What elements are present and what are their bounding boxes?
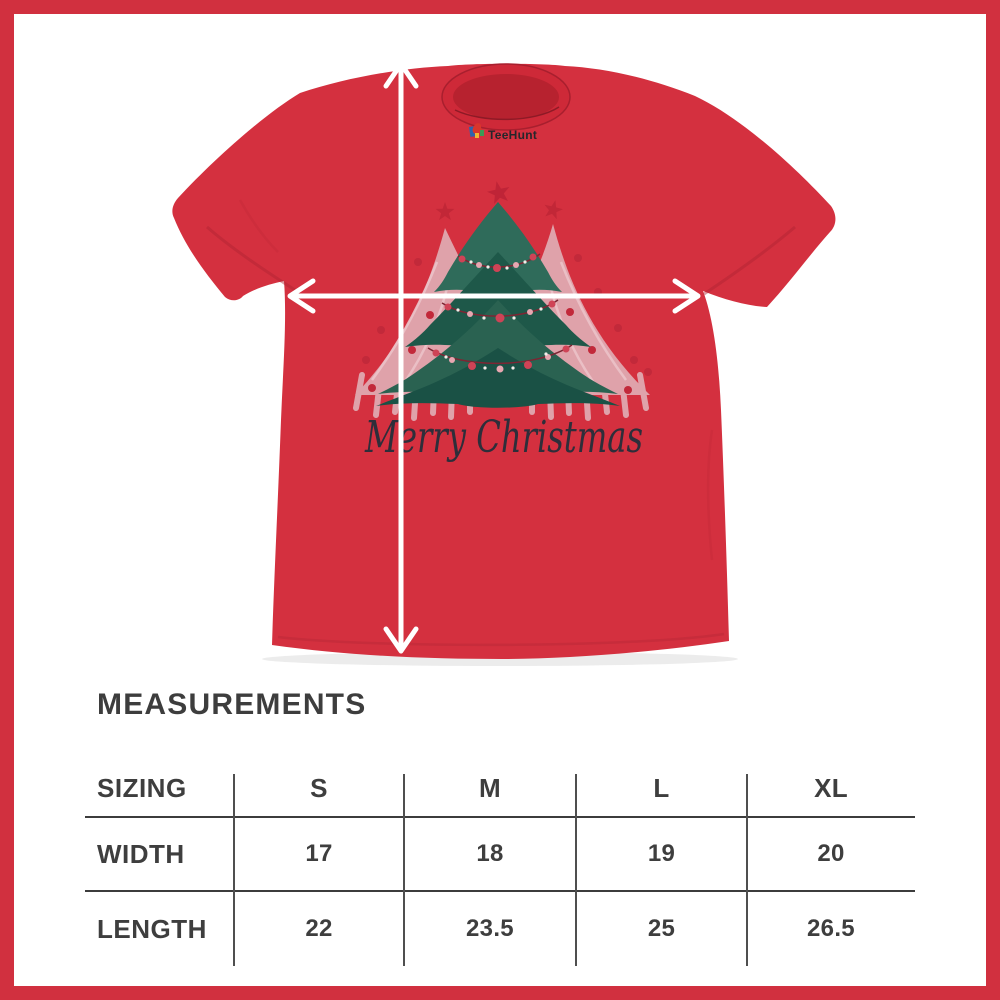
header-cell-size-m: M xyxy=(479,772,501,803)
design-script-text: Merry Christmas xyxy=(364,412,643,463)
brand-label-text: TeeHunt xyxy=(488,128,537,142)
header-cell-size-s: S xyxy=(310,772,328,803)
tshirt-graphic: TeeHunt xyxy=(172,61,836,666)
width-value-l: 19 xyxy=(647,840,676,867)
width-value-xl: 20 xyxy=(817,840,845,867)
width-value-s: 17 xyxy=(305,840,333,867)
measurements-heading: MEASUREMENTS xyxy=(97,688,367,721)
length-value-l: 25 xyxy=(647,915,676,942)
length-value-m: 23.5 xyxy=(466,915,514,942)
header-cell-size-xl: XL xyxy=(814,772,848,803)
christmas-tree-center-icon xyxy=(376,178,620,408)
row-label-width: WIDTH xyxy=(97,838,185,869)
size-table: SIZING S M L XL WIDTH 17 18 19 20 LENGTH… xyxy=(85,760,915,966)
table-row-width: WIDTH 17 18 19 20 xyxy=(85,818,915,892)
width-arrow xyxy=(287,278,701,314)
table-column-divider xyxy=(233,774,235,966)
garland-baubles xyxy=(432,253,570,370)
table-column-divider xyxy=(746,774,748,966)
header-cell-size-l: L xyxy=(653,772,670,803)
collar xyxy=(441,63,571,131)
header-cell-sizing: SIZING xyxy=(97,772,187,803)
length-value-s: 22 xyxy=(305,915,333,942)
table-column-divider xyxy=(403,774,405,966)
table-header-row: SIZING S M L XL xyxy=(85,760,915,818)
width-value-m: 18 xyxy=(476,840,504,867)
brand-logo-icon xyxy=(469,123,484,138)
table-column-divider xyxy=(575,774,577,966)
row-label-length: LENGTH xyxy=(97,913,207,944)
table-row-length: LENGTH 22 23.5 25 26.5 xyxy=(85,892,915,966)
brand-label: TeeHunt xyxy=(469,123,537,142)
length-value-xl: 26.5 xyxy=(807,915,855,942)
length-arrow xyxy=(383,61,419,654)
